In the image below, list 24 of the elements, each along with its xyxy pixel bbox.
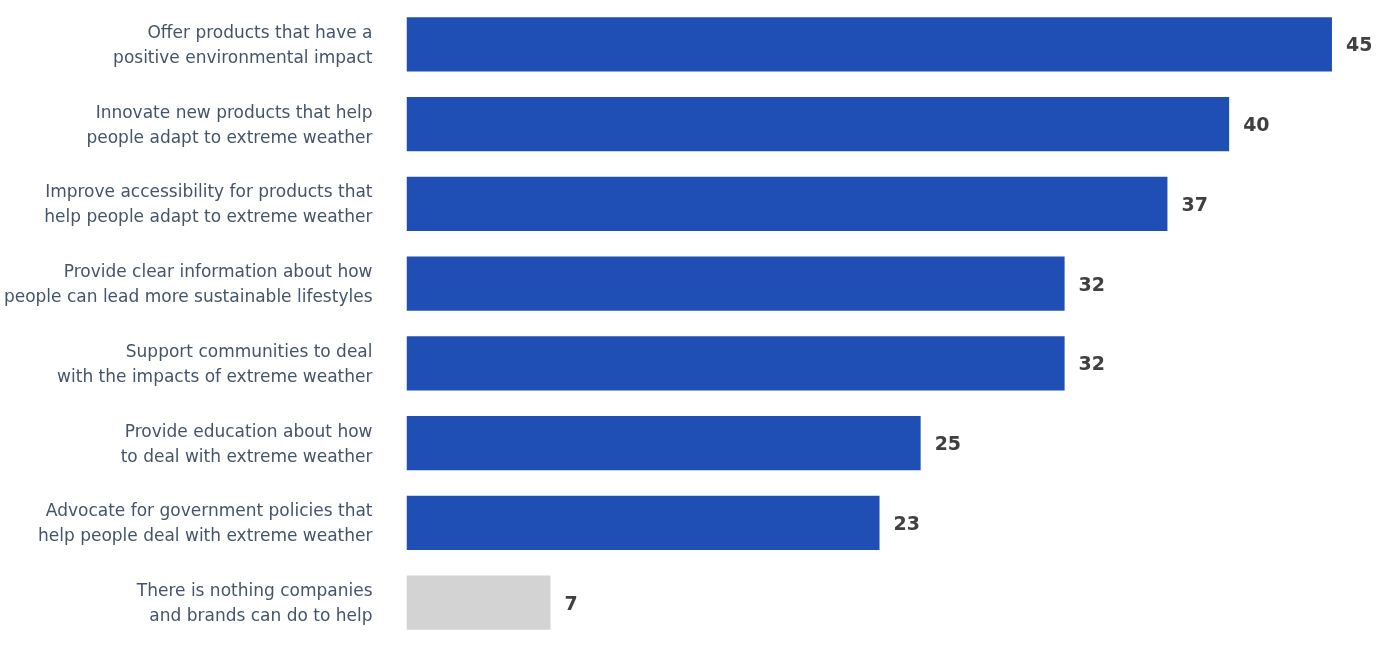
y-tick-label: Support communities to deal with the impacts of extreme weather [57,340,373,386]
bar [406,97,1230,152]
data-label: 23 [893,511,920,534]
y-tick-label: Innovate new products that help people adapt to extreme weather [86,101,373,147]
bar [406,17,1332,72]
data-label: 32 [1078,272,1106,295]
y-tick-label: Provide clear information about how people can lead more sustainable lifestyles [3,261,373,307]
y-tick-label: There is nothing companies and brands can do to help [135,580,373,626]
data-label: 37 [1181,192,1208,215]
bar [406,176,1168,231]
bar [406,495,880,550]
y-tick-label: Provide education about how to deal with extreme weather [120,420,373,466]
y-tick-label: Advocate for government policies that help people deal with extreme weather [38,500,373,546]
data-label: 25 [934,432,962,455]
data-label: 40 [1243,113,1270,136]
bar [406,416,921,471]
y-tick-label: Offer products that have a positive environmental impact [113,21,373,67]
y-tick-label: Improve accessibility for products that help people adapt to extreme weather [44,181,373,227]
bar [406,336,1065,391]
data-label: 32 [1078,352,1106,375]
data-label: 45 [1345,33,1373,56]
bar [406,575,551,630]
data-label: 7 [564,591,578,614]
bar [406,256,1065,311]
